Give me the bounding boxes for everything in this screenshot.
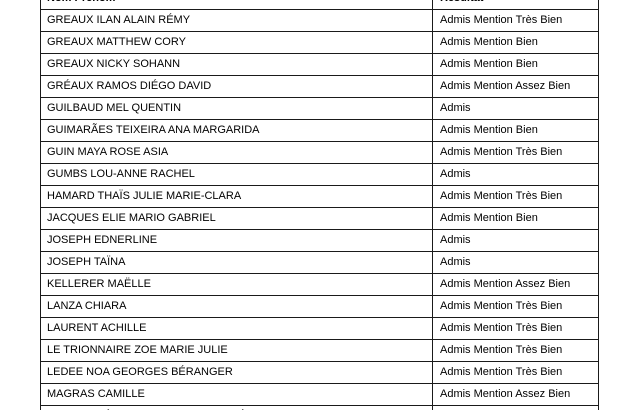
cell-result: Admis Mention Très Bien (432, 317, 599, 340)
cell-name: JACQUES ELIE MARIO GABRIEL (40, 207, 433, 230)
table-row: HAMARD THAÏS JULIE MARIE-CLARA Admis Ment… (40, 185, 599, 208)
table-row: JOSEPH TAÏNA Admis (40, 251, 599, 274)
table-row: KELLERER MAËLLE Admis Mention Assez Bien (40, 273, 599, 296)
cell-result: Admis Mention Très Bien (432, 9, 599, 32)
cell-name: GUIN MAYA ROSE ASIA (40, 141, 433, 164)
results-table: Nom Prénom Résultat GREAUX ILAN ALAIN RÉ… (40, 0, 599, 410)
table-row: GUIMARÃES TEIXEIRA ANA MARGARIDA Admis Me… (40, 119, 599, 142)
cell-result: Admis (432, 229, 599, 252)
table-header-row: Nom Prénom Résultat (40, 0, 599, 10)
cell-name: LE TRIONNAIRE ZOE MARIE JULIE (40, 339, 433, 362)
table-header: Nom Prénom Résultat (40, 0, 599, 10)
cell-result: Admis Mention Très Bien (432, 361, 599, 384)
cell-name: GUMBS LOU-ANNE RACHEL (40, 163, 433, 186)
table-row: MAGRAS LÉANDRE JEAN-CLAUDE LÉONELAdmis M… (40, 405, 599, 410)
table-row: GRÉAUX RAMOS DIÉGO DAVID Admis Mention As… (40, 75, 599, 98)
cell-name: GREAUX ILAN ALAIN RÉMY (40, 9, 433, 32)
cell-result: Admis (432, 97, 599, 120)
cell-result: Admis Mention Très Bien (432, 141, 599, 164)
table-row: GUIN MAYA ROSE ASIA Admis Mention Très Bi… (40, 141, 599, 164)
table-row: GUILBAUD MEL QUENTIN Admis (40, 97, 599, 120)
cell-result: Admis (432, 251, 599, 274)
cell-name: GREAUX MATTHEW CORY (40, 31, 433, 54)
cell-name: HAMARD THAÏS JULIE MARIE-CLARA (40, 185, 433, 208)
cell-result: Admis (432, 163, 599, 186)
table-row: LEDEE NOA GEORGES BÉRANGER Admis Mention … (40, 361, 599, 384)
table-row: LAURENT ACHILLE Admis Mention Très Bien (40, 317, 599, 340)
cell-result: Admis Mention Très Bien (432, 295, 599, 318)
table-row: JOSEPH EDNERLINE Admis (40, 229, 599, 252)
cell-name: LANZA CHIARA (40, 295, 433, 318)
cell-result: Admis Mention Bien (432, 53, 599, 76)
table-row: LANZA CHIARA Admis Mention Très Bien (40, 295, 599, 318)
cell-result: Admis Mention Assez Bien (432, 383, 599, 406)
table-row: GREAUX ILAN ALAIN RÉMY Admis Mention Très… (40, 9, 599, 32)
cell-name: KELLERER MAËLLE (40, 273, 433, 296)
cell-result: Admis Mention Bien (432, 207, 599, 230)
cell-result: Admis Mention Très Bien (432, 339, 599, 362)
column-header-result: Résultat (432, 0, 599, 10)
cell-name: JOSEPH TAÏNA (40, 251, 433, 274)
cell-result: Admis Mention Bien (432, 31, 599, 54)
table-row: JACQUES ELIE MARIO GABRIEL Admis Mention … (40, 207, 599, 230)
cell-result: Admis Mention Bien (432, 119, 599, 142)
table-row: GREAUX MATTHEW CORY Admis Mention Bien (40, 31, 599, 54)
cell-name: JOSEPH EDNERLINE (40, 229, 433, 252)
cell-name: GRÉAUX RAMOS DIÉGO DAVID (40, 75, 433, 98)
table-row: GREAUX NICKY SOHANN Admis Mention Bien (40, 53, 599, 76)
table-row: LE TRIONNAIRE ZOE MARIE JULIE Admis Menti… (40, 339, 599, 362)
table-body: GREAUX ILAN ALAIN RÉMY Admis Mention Très… (40, 9, 599, 410)
cell-result: Admis Mention Très Bien (432, 405, 599, 410)
table-row: MAGRAS CAMILLE Admis Mention Assez Bien (40, 383, 599, 406)
cell-name: GUIMARÃES TEIXEIRA ANA MARGARIDA (40, 119, 433, 142)
cell-result: Admis Mention Très Bien (432, 185, 599, 208)
cell-name: MAGRAS LÉANDRE JEAN-CLAUDE LÉONEL (40, 405, 433, 410)
cell-name: LAURENT ACHILLE (40, 317, 433, 340)
cell-name: MAGRAS CAMILLE (40, 383, 433, 406)
cell-result: Admis Mention Assez Bien (432, 273, 599, 296)
column-header-name: Nom Prénom (40, 0, 433, 10)
table-row: GUMBS LOU-ANNE RACHEL Admis (40, 163, 599, 186)
cell-name: GREAUX NICKY SOHANN (40, 53, 433, 76)
cell-name: LEDEE NOA GEORGES BÉRANGER (40, 361, 433, 384)
cell-result: Admis Mention Assez Bien (432, 75, 599, 98)
cell-name: GUILBAUD MEL QUENTIN (40, 97, 433, 120)
